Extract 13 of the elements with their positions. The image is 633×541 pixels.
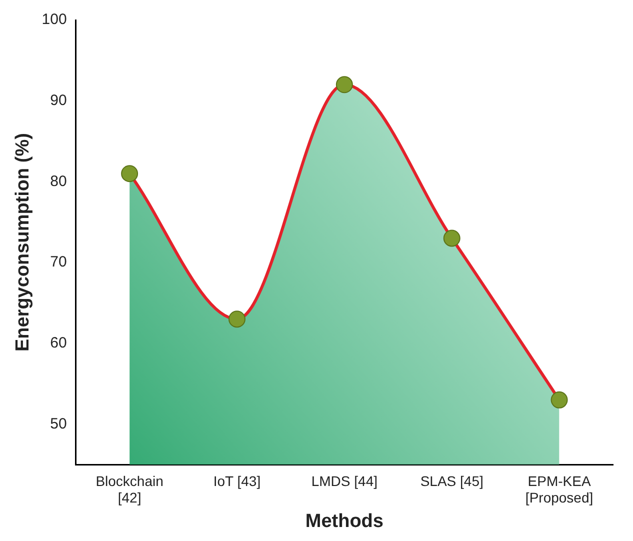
- y-tick-label: 50: [50, 415, 67, 432]
- x-tick-label: EPM-KEA [Proposed]: [525, 472, 594, 506]
- y-tick-label: 90: [50, 92, 67, 109]
- x-tick-label: IoT [43]: [213, 472, 261, 489]
- x-axis-title: Methods: [305, 510, 384, 532]
- x-tick-label: Blockchain [42]: [96, 472, 164, 506]
- y-tick-label: 80: [50, 172, 67, 190]
- y-tick-label: 70: [50, 254, 67, 271]
- y-tick-label: 100: [42, 11, 67, 28]
- y-axis-title: Energyconsumption (%): [12, 133, 34, 352]
- x-tick-label: LMDS [44]: [311, 472, 378, 489]
- x-tick-label: SLAS [45]: [420, 472, 484, 489]
- y-tick-label: 60: [50, 334, 67, 352]
